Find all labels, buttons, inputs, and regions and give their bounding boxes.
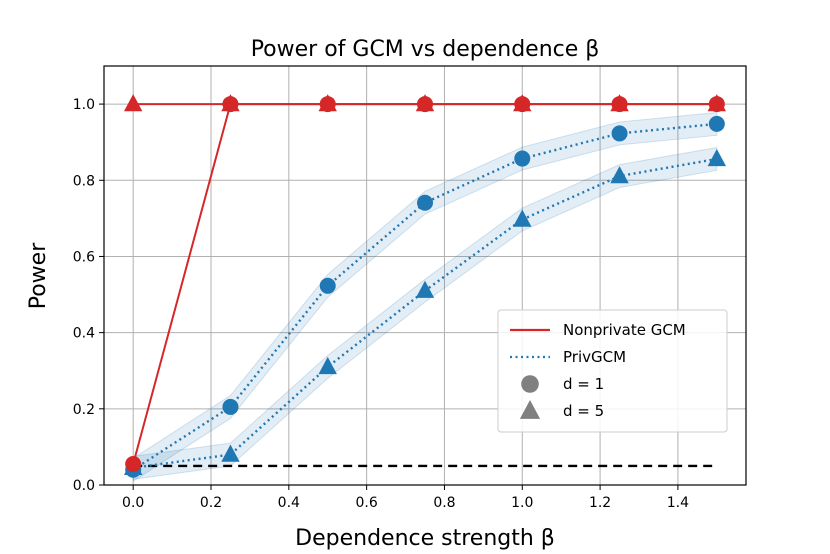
x-tick-label: 0.8 — [433, 495, 455, 511]
data-point-triangle — [318, 356, 337, 375]
data-point-circle — [319, 277, 336, 294]
data-point-triangle — [318, 94, 337, 112]
data-point-triangle — [123, 94, 143, 112]
data-point-triangle — [513, 209, 532, 227]
plot-frame — [103, 65, 747, 486]
legend-marker-circle — [521, 375, 539, 393]
data-point-circle — [417, 194, 433, 211]
data-point-triangle — [610, 166, 629, 184]
data-point-triangle — [707, 94, 727, 112]
y-tick-label: 0.2 — [73, 402, 95, 418]
data-point-triangle — [610, 94, 629, 112]
x-tick-label: 1.4 — [667, 495, 689, 511]
data-point-triangle — [415, 94, 435, 112]
y-tick-label: 0.0 — [73, 478, 95, 494]
series-markers — [123, 94, 727, 478]
x-tick-label: 1.0 — [511, 495, 533, 511]
legend: Nonprivate GCM PrivGCM d = 1 d = 5 — [497, 309, 728, 433]
data-point-circle — [514, 150, 531, 167]
chart-title: Power of GCM vs dependence β — [251, 37, 600, 62]
legend-label: d = 1 — [563, 375, 604, 393]
data-point-circle — [125, 456, 142, 473]
data-point-circle — [708, 115, 725, 132]
legend-frame — [497, 309, 728, 433]
data-point-triangle — [415, 280, 435, 298]
data-point-circle — [611, 125, 628, 142]
x-tick-label: 0.6 — [356, 495, 378, 511]
data-point-triangle — [221, 94, 240, 112]
x-tick-label: 0.4 — [278, 495, 300, 511]
y-tick-label: 0.8 — [73, 173, 95, 189]
x-axis-label: Dependence strength β — [295, 526, 555, 551]
confidence-bands — [132, 111, 718, 483]
y-tick-label: 0.4 — [73, 326, 95, 342]
confidence-band — [132, 111, 718, 483]
data-point-triangle — [707, 148, 727, 167]
data-point-triangle — [221, 444, 240, 462]
x-tick-label: 0.2 — [200, 495, 222, 511]
x-tick-label: 1.2 — [589, 495, 611, 511]
y-tick-label: 0.6 — [73, 249, 95, 265]
x-tick-label: 0.0 — [122, 495, 144, 511]
legend-marker-triangle — [519, 400, 541, 419]
data-point-circle — [222, 398, 239, 415]
y-tick-label: 1.0 — [73, 97, 95, 113]
axis-ticks: 0.0 0.2 0.4 0.6 0.8 1.0 1.2 1.4 0.0 0.2 0.4 0.6 0.8 1… — [73, 97, 689, 511]
legend-label: Nonprivate GCM — [563, 321, 686, 339]
data-point-triangle — [513, 94, 532, 112]
legend-label: PrivGCM — [563, 348, 626, 366]
y-axis-label: Power — [26, 242, 51, 309]
legend-label: d = 5 — [563, 402, 604, 420]
confidence-band — [132, 146, 718, 480]
